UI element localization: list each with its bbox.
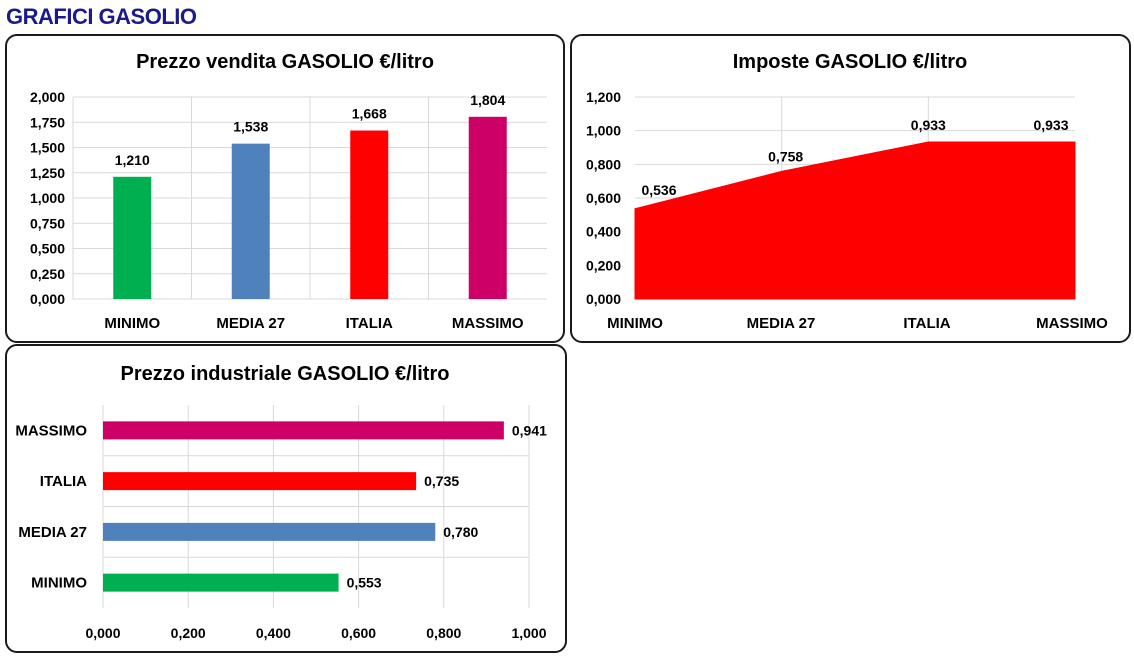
bar-media-27 [231,143,270,299]
area-point-media-27 [781,170,783,172]
data-label: 0,933 [1033,117,1068,133]
data-label: 0,758 [768,148,803,164]
y-tick-label: ITALIA [40,473,87,490]
y-tick-label: 0,250 [30,266,65,282]
y-tick-label: 0,750 [30,215,65,231]
y-tick-label: 1,000 [586,123,621,139]
bar-massimo [468,116,507,300]
chart-panel-imposte: Imposte GASOLIO €/litro 0,000 0,200 0,400 0… [570,34,1131,343]
x-tick-label: MINIMO [607,315,663,332]
y-tick-label: 0,500 [30,241,65,257]
chart-title: Imposte GASOLIO €/litro [733,51,967,73]
y-tick-label: 0,000 [30,291,65,307]
x-tick-label: MEDIA 27 [747,315,816,332]
data-label: 0,941 [512,422,547,438]
data-label: 0,933 [911,117,946,133]
y-tick-label: 1,000 [30,190,65,206]
data-label: 0,536 [641,182,676,198]
y-tick-label: 0,800 [586,156,621,172]
area-point-minimo [634,208,636,210]
y-tick-label: MASSIMO [15,422,87,439]
data-label: 1,668 [352,106,387,122]
x-tick-label: 0,400 [256,625,291,641]
bar-media-27 [103,522,436,541]
chart-title: Prezzo vendita GASOLIO €/litro [136,51,434,73]
data-label: 1,804 [470,92,505,108]
data-label: 1,210 [115,152,150,168]
page-title: GRAFICI GASOLIO [6,4,197,29]
chart-prezzo-industriale: Prezzo industriale GASOLIO €/litro 0,000… [15,363,547,641]
bar-massimo [103,421,504,440]
data-label: 0,780 [443,524,478,540]
y-tick-label: 0,200 [586,257,621,273]
y-tick-label: 1,500 [30,140,65,156]
bar-minimo [113,176,152,299]
x-tick-label: 0,600 [341,625,376,641]
bar-italia [103,472,417,491]
x-tick-label: ITALIA [346,315,393,332]
y-tick-label: MEDIA 27 [18,524,87,541]
chart-prezzo-vendita: Prezzo vendita GASOLIO €/litro 0,000 0,25… [30,51,547,332]
x-tick-label: 0,800 [426,625,461,641]
y-tick-label: 0,000 [586,291,621,307]
y-tick-label: 2,000 [30,89,65,105]
chart-imposte: Imposte GASOLIO €/litro 0,000 0,200 0,400 0… [586,51,1108,332]
data-label: 0,553 [347,575,382,591]
y-tick-label: 0,600 [586,190,621,206]
bar-italia [350,130,389,299]
data-label: 0,735 [424,473,459,489]
y-tick-label: 1,200 [586,89,621,105]
area-series [634,141,1076,300]
chart-title: Prezzo industriale GASOLIO €/litro [121,363,450,385]
area-point-massimo [1074,141,1076,143]
y-tick-label: MINIMO [31,575,87,592]
chart-panel-prezzo-vendita: Prezzo vendita GASOLIO €/litro 0,000 0,25… [5,34,565,343]
y-tick-label: 1,250 [30,165,65,181]
bar-minimo [103,573,339,592]
x-tick-label: 0,000 [85,625,120,641]
area-point-italia [927,141,929,143]
x-tick-label: 1,000 [511,625,546,641]
y-tick-label: 1,750 [30,114,65,130]
x-tick-label: MEDIA 27 [216,315,285,332]
x-tick-label: MASSIMO [452,315,524,332]
data-label: 1,538 [233,119,268,135]
x-tick-label: 0,200 [171,625,206,641]
x-tick-label: MASSIMO [1036,315,1108,332]
y-tick-label: 0,400 [586,224,621,240]
x-tick-label: MINIMO [104,315,160,332]
chart-panel-prezzo-industriale: Prezzo industriale GASOLIO €/litro 0,000… [5,344,567,653]
x-tick-label: ITALIA [903,315,950,332]
